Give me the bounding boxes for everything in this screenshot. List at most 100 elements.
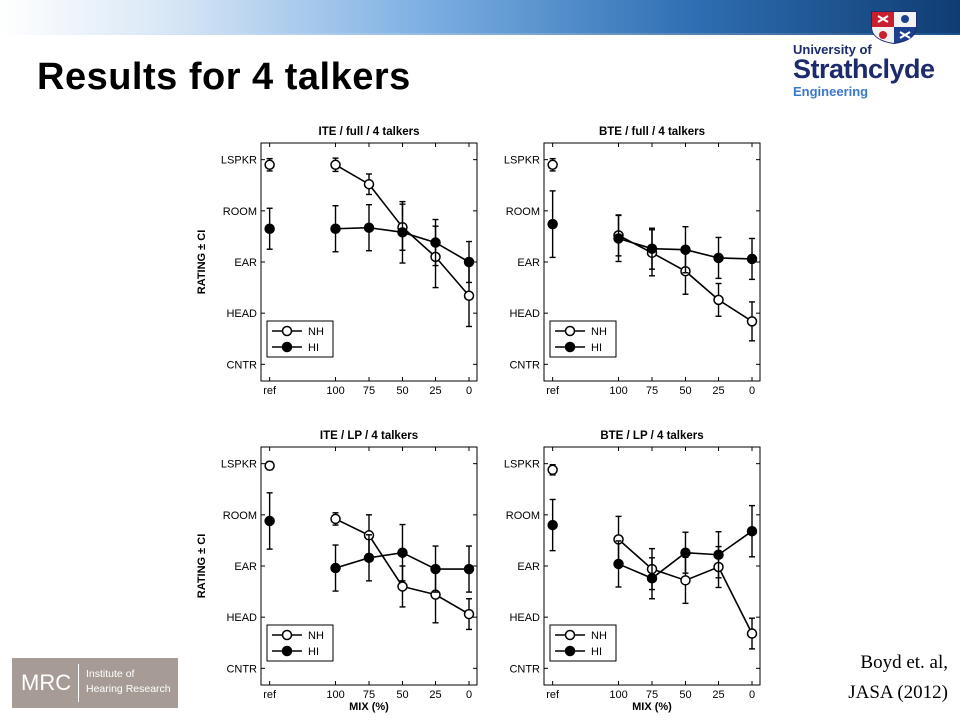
data-point-hi: [330, 562, 341, 574]
data-point-hi: [646, 573, 658, 584]
citation-line-2: JASA (2012): [848, 682, 948, 703]
legend-marker-hi: [281, 341, 293, 353]
legend-label-nh: NH: [308, 630, 324, 642]
data-point-hi: [746, 525, 758, 537]
y-tick-label: LSPKR: [221, 155, 257, 167]
mrc-abbr: MRC: [21, 670, 72, 695]
data-point-hi: [713, 549, 724, 560]
x-tick-label: 100: [609, 385, 627, 397]
y-axis-label: RATING ± CI: [196, 534, 208, 599]
data-point-hi: [463, 256, 475, 268]
y-tick-label: EAR: [517, 257, 540, 269]
x-tick-label: ref: [546, 385, 560, 397]
data-point-nh: [397, 581, 408, 592]
y-tick-label: LSPKR: [504, 155, 540, 167]
data-point-hi: [430, 563, 441, 575]
logo-line-1: University of: [793, 42, 872, 57]
data-point-hi: [613, 558, 624, 570]
mrc-name-line-2: Hearing Research: [86, 683, 171, 695]
x-axis-label: MIX (%): [632, 701, 672, 713]
x-tick-label: 100: [609, 689, 627, 701]
data-point-nh: [463, 290, 475, 302]
data-point-hi: [746, 253, 758, 265]
citation-line-1: Boyd et. al,: [860, 652, 948, 673]
x-tick-label: 0: [466, 689, 472, 701]
legend-label-hi: HI: [308, 342, 319, 354]
data-point-hi: [264, 515, 275, 527]
y-tick-label: ROOM: [506, 510, 540, 522]
legend: NH HI: [266, 624, 334, 662]
data-point-nh: [264, 460, 275, 471]
x-axis-label: MIX (%): [349, 701, 389, 713]
x-tick-label: 100: [326, 689, 344, 701]
x-tick-label: 25: [429, 689, 441, 701]
data-point-nh: [547, 464, 558, 476]
legend-label-hi: HI: [308, 646, 319, 658]
legend-box: [549, 624, 617, 662]
data-point-nh: [363, 178, 375, 190]
mrc-name-line-1: Institute of: [86, 668, 135, 680]
y-tick-label: LSPKR: [221, 459, 257, 471]
y-tick-label: CNTR: [509, 359, 540, 371]
data-point-nh: [713, 294, 724, 306]
x-tick-label: ref: [546, 689, 560, 701]
legend-label-nh: NH: [308, 326, 324, 338]
chart-title: BTE / LP / 4 talkers: [600, 430, 703, 442]
university-logo: University of Strathclyde Engineering: [790, 8, 950, 104]
data-point-hi: [430, 237, 441, 248]
legend-label-nh: NH: [591, 326, 607, 338]
y-tick-label: CNTR: [226, 663, 257, 675]
chart-title: ITE / LP / 4 talkers: [320, 430, 418, 442]
chart-title: BTE / full / 4 talkers: [599, 126, 705, 138]
data-point-hi: [264, 223, 275, 234]
data-point-hi: [397, 547, 408, 558]
data-point-hi: [330, 223, 341, 234]
header-divider-line: [0, 33, 960, 35]
x-tick-label: 75: [646, 689, 658, 701]
legend-marker-nh: [564, 629, 576, 641]
data-point-nh: [264, 159, 275, 171]
y-tick-label: EAR: [517, 561, 540, 573]
data-point-hi: [547, 218, 558, 230]
data-point-hi: [646, 243, 658, 254]
legend: NH HI: [549, 320, 617, 358]
chart-panel-4: BTE / LP / 4 talkers CNTR HEAD EAR ROOM LSPKR…: [504, 430, 761, 713]
x-tick-label: 50: [679, 689, 691, 701]
x-tick-label: 0: [749, 385, 755, 397]
x-tick-label: 25: [712, 385, 724, 397]
y-tick-label: CNTR: [226, 359, 257, 371]
y-tick-label: ROOM: [223, 206, 257, 218]
y-tick-label: ROOM: [223, 510, 257, 522]
x-tick-label: 75: [646, 385, 658, 397]
x-tick-label: ref: [263, 689, 277, 701]
y-tick-label: ROOM: [506, 206, 540, 218]
legend-label-hi: HI: [591, 342, 602, 354]
legend-box: [266, 320, 334, 358]
x-tick-label: 100: [326, 385, 344, 397]
legend-label-hi: HI: [591, 646, 602, 658]
x-tick-label: 50: [396, 385, 408, 397]
header-gradient-bar: [0, 0, 960, 33]
x-tick-label: 50: [396, 689, 408, 701]
data-point-nh: [746, 316, 758, 327]
y-axis-label: RATING ± CI: [196, 230, 208, 295]
chart-title: ITE / full / 4 talkers: [319, 126, 420, 138]
x-tick-label: 0: [466, 385, 472, 397]
y-tick-label: HEAD: [509, 612, 540, 624]
data-point-hi: [547, 519, 558, 531]
data-point-nh: [330, 159, 341, 171]
y-tick-label: LSPKR: [504, 459, 540, 471]
x-tick-label: 75: [363, 385, 375, 397]
citation: Boyd et. al, JASA (2012): [848, 648, 948, 708]
y-tick-label: CNTR: [509, 663, 540, 675]
legend-label-nh: NH: [591, 630, 607, 642]
x-tick-label: 25: [712, 689, 724, 701]
x-tick-label: 75: [363, 689, 375, 701]
x-tick-label: 0: [749, 689, 755, 701]
data-point-nh: [746, 628, 758, 639]
data-point-nh: [680, 575, 691, 586]
legend: NH HI: [266, 320, 334, 358]
y-tick-label: HEAD: [226, 612, 257, 624]
data-point-hi: [680, 547, 691, 558]
